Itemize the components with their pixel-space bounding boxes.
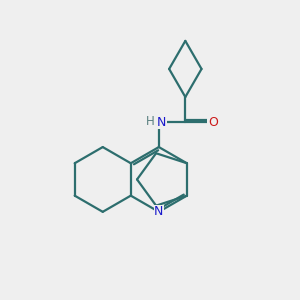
Text: N: N <box>154 205 164 218</box>
Text: N: N <box>157 116 166 128</box>
Text: H: H <box>146 115 155 128</box>
Text: O: O <box>208 116 218 128</box>
